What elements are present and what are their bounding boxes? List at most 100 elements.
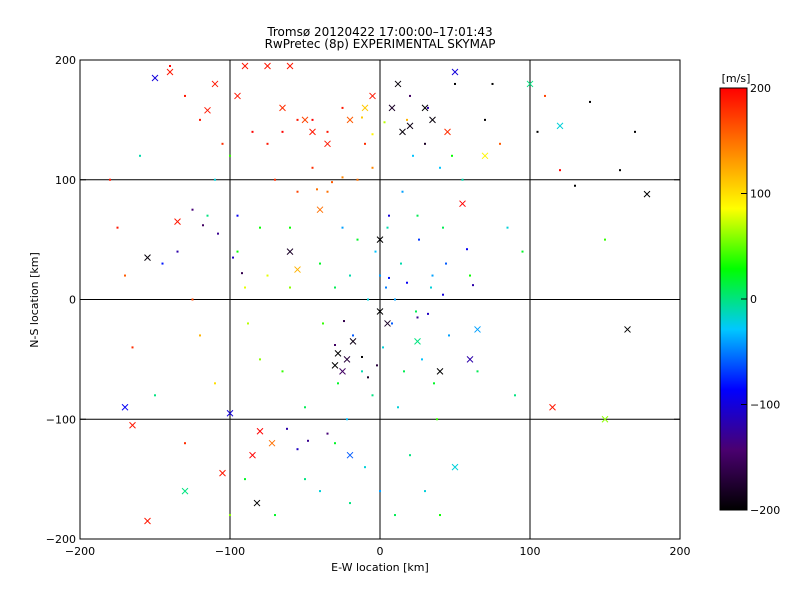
x-marker-point <box>249 451 256 459</box>
dot-point <box>619 169 621 172</box>
x-marker-point <box>399 128 406 136</box>
x-marker-point <box>181 487 189 495</box>
dot-point <box>326 130 329 133</box>
dot-point <box>307 439 309 442</box>
dot-point <box>229 514 231 517</box>
dot-point <box>433 382 435 385</box>
x-marker-point <box>466 356 474 363</box>
dot-point <box>214 178 216 181</box>
dot-point <box>361 116 363 119</box>
dot-point <box>334 344 336 347</box>
dot-point <box>376 364 378 367</box>
x-marker-point <box>264 62 271 70</box>
dot-point <box>536 130 539 133</box>
dot-point <box>367 376 369 379</box>
x-marker-point <box>121 403 129 411</box>
x-marker-point <box>331 362 339 369</box>
x-marker-point <box>301 116 309 124</box>
x-marker-point <box>151 74 159 82</box>
colorbar-tick-label: −100 <box>750 399 780 412</box>
x-marker-point <box>268 439 276 447</box>
colorbar-ticks: −200 −100 0 100 200 <box>741 82 780 517</box>
dot-point <box>436 418 438 421</box>
dot-point <box>286 427 288 430</box>
x-marker-point <box>294 266 301 273</box>
x-marker-point <box>324 140 331 148</box>
dot-point <box>361 355 363 358</box>
dot-point <box>281 370 284 373</box>
dot-point <box>169 64 171 67</box>
colorbar-tick-label: 100 <box>750 188 771 201</box>
dot-point <box>337 382 339 385</box>
x-marker-point <box>219 469 226 477</box>
dot-point <box>589 100 591 103</box>
x-marker-point <box>436 367 444 375</box>
x-marker-point <box>481 152 489 160</box>
dot-point <box>322 322 324 325</box>
dot-point <box>364 142 366 145</box>
dot-point <box>386 226 389 229</box>
dot-point <box>416 214 419 217</box>
dot-point <box>379 490 381 493</box>
dot-point <box>394 514 396 517</box>
x-marker-point <box>406 122 414 130</box>
x-marker-point <box>253 499 261 507</box>
dot-point <box>341 226 344 229</box>
x-marker-point <box>334 350 342 357</box>
x-marker-point <box>226 409 234 417</box>
dot-point <box>349 502 351 505</box>
dot-point <box>445 262 447 265</box>
x-marker-point <box>339 367 346 375</box>
dot-point <box>296 190 299 193</box>
x-marker-point <box>451 463 459 471</box>
dot-point <box>334 442 336 445</box>
dot-point <box>484 118 486 121</box>
dot-point <box>184 94 186 97</box>
x-marker-point <box>279 104 286 112</box>
dot-point <box>319 262 321 265</box>
dot-point <box>476 370 479 373</box>
dot-point <box>319 490 321 493</box>
dot-point <box>191 208 194 211</box>
dot-point <box>383 121 386 124</box>
dot-point <box>326 190 329 193</box>
x-marker-point <box>256 427 264 435</box>
x-marker-point <box>601 415 609 423</box>
dot-point <box>266 274 269 277</box>
dot-point <box>232 256 234 259</box>
dot-point <box>469 274 471 277</box>
dot-point <box>439 514 441 517</box>
dot-point <box>334 286 336 289</box>
dot-point <box>499 142 501 145</box>
chart-title: Tromsø 20120422 17:00:00–17:01:43 <box>267 25 493 39</box>
dot-point <box>266 142 269 145</box>
x-axis-label: E-W location [km] <box>331 561 429 574</box>
dot-point <box>400 262 402 265</box>
x-marker-point <box>624 326 631 333</box>
dot-point <box>154 394 156 397</box>
dot-point <box>206 214 209 217</box>
dot-point <box>409 454 411 457</box>
x-marker-point <box>459 200 466 208</box>
x-marker-point <box>361 104 369 112</box>
y-tick-label: 200 <box>55 54 76 67</box>
dot-point <box>506 226 509 229</box>
dot-point <box>371 394 374 397</box>
dot-point <box>289 226 291 229</box>
dot-point <box>544 94 546 97</box>
dot-point <box>343 320 345 323</box>
colorbar-tick-label: 0 <box>750 293 757 306</box>
dot-point <box>289 286 291 289</box>
dot-point <box>244 286 246 289</box>
dot-point <box>241 272 243 275</box>
x-tick-label: 0 <box>377 545 384 558</box>
x-marker-point <box>349 338 357 345</box>
dot-point <box>341 176 344 179</box>
dot-point <box>109 178 111 181</box>
dot-point <box>341 106 344 109</box>
dot-point <box>274 514 276 517</box>
x-marker-point <box>394 80 402 88</box>
dot-point <box>326 432 329 435</box>
dot-point <box>236 214 239 217</box>
